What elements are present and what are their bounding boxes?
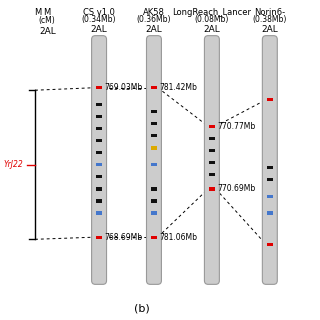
Text: (0.36Mb): (0.36Mb) (137, 15, 171, 24)
Text: (0.34Mb): (0.34Mb) (82, 15, 116, 24)
Bar (151, 236, 157, 239)
Bar (96, 127, 102, 130)
Bar (267, 98, 273, 101)
Text: YrJ22: YrJ22 (3, 160, 23, 169)
FancyBboxPatch shape (204, 36, 220, 284)
Text: 2AL: 2AL (204, 25, 220, 34)
Text: 781.06Mb: 781.06Mb (159, 233, 197, 242)
Text: CS v1.0: CS v1.0 (83, 8, 115, 17)
FancyBboxPatch shape (147, 36, 161, 284)
Bar (96, 151, 102, 154)
Bar (209, 173, 215, 176)
Bar (151, 163, 157, 166)
Text: (0.38Mb): (0.38Mb) (252, 15, 287, 24)
Bar (96, 86, 102, 89)
Bar (96, 139, 102, 142)
FancyBboxPatch shape (262, 36, 277, 284)
Bar (151, 134, 157, 138)
Bar (151, 122, 157, 125)
Bar (209, 161, 215, 164)
Text: AK58: AK58 (143, 8, 165, 17)
Text: 2AL: 2AL (39, 27, 56, 36)
Bar (267, 212, 273, 215)
Bar (267, 166, 273, 169)
Text: Norin6-: Norin6- (254, 8, 285, 17)
Text: M: M (35, 8, 42, 17)
Bar (96, 163, 102, 166)
Text: 2AL: 2AL (261, 25, 278, 34)
Bar (96, 236, 102, 239)
FancyBboxPatch shape (92, 36, 107, 284)
Text: 2AL: 2AL (146, 25, 162, 34)
Text: (0.08Mb): (0.08Mb) (195, 15, 229, 24)
Bar (151, 146, 157, 149)
Bar (267, 243, 273, 246)
Text: 768.69Mb: 768.69Mb (104, 233, 142, 242)
Bar (96, 115, 102, 118)
Bar (151, 86, 157, 89)
Text: 2AL: 2AL (91, 25, 108, 34)
Bar (96, 199, 102, 203)
Text: LongReach_Lancer: LongReach_Lancer (172, 8, 252, 17)
Bar (151, 110, 157, 113)
Bar (267, 195, 273, 198)
Text: (cM): (cM) (39, 16, 56, 25)
Text: (b): (b) (134, 304, 150, 314)
Bar (96, 212, 102, 215)
Bar (209, 187, 215, 190)
Bar (209, 137, 215, 140)
Text: 781.42Mb: 781.42Mb (159, 83, 197, 92)
Bar (96, 187, 102, 190)
Text: 770.69Mb: 770.69Mb (217, 184, 255, 193)
Text: M: M (44, 8, 51, 17)
Text: 770.77Mb: 770.77Mb (217, 122, 255, 131)
Text: 769.03Mb: 769.03Mb (104, 83, 143, 92)
Bar (96, 175, 102, 179)
Bar (209, 149, 215, 152)
Bar (267, 178, 273, 181)
Bar (151, 187, 157, 190)
Bar (96, 103, 102, 106)
Bar (209, 125, 215, 128)
Bar (151, 212, 157, 215)
Bar (151, 199, 157, 203)
